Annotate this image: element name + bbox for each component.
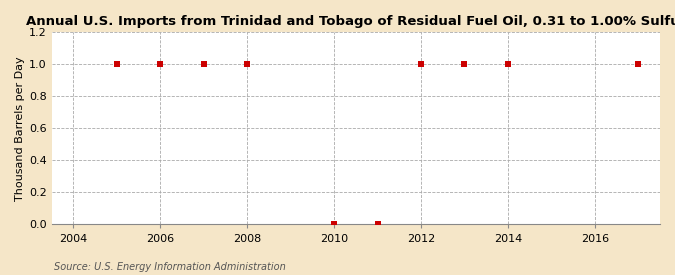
Point <box>372 222 383 227</box>
Point <box>459 62 470 66</box>
Point <box>329 222 340 227</box>
Title: Annual U.S. Imports from Trinidad and Tobago of Residual Fuel Oil, 0.31 to 1.00%: Annual U.S. Imports from Trinidad and To… <box>26 15 675 28</box>
Point <box>242 62 252 66</box>
Point <box>198 62 209 66</box>
Point <box>633 62 644 66</box>
Point <box>111 62 122 66</box>
Point <box>416 62 427 66</box>
Point <box>503 62 514 66</box>
Text: Source: U.S. Energy Information Administration: Source: U.S. Energy Information Administ… <box>54 262 286 272</box>
Y-axis label: Thousand Barrels per Day: Thousand Barrels per Day <box>15 56 25 200</box>
Point <box>155 62 166 66</box>
